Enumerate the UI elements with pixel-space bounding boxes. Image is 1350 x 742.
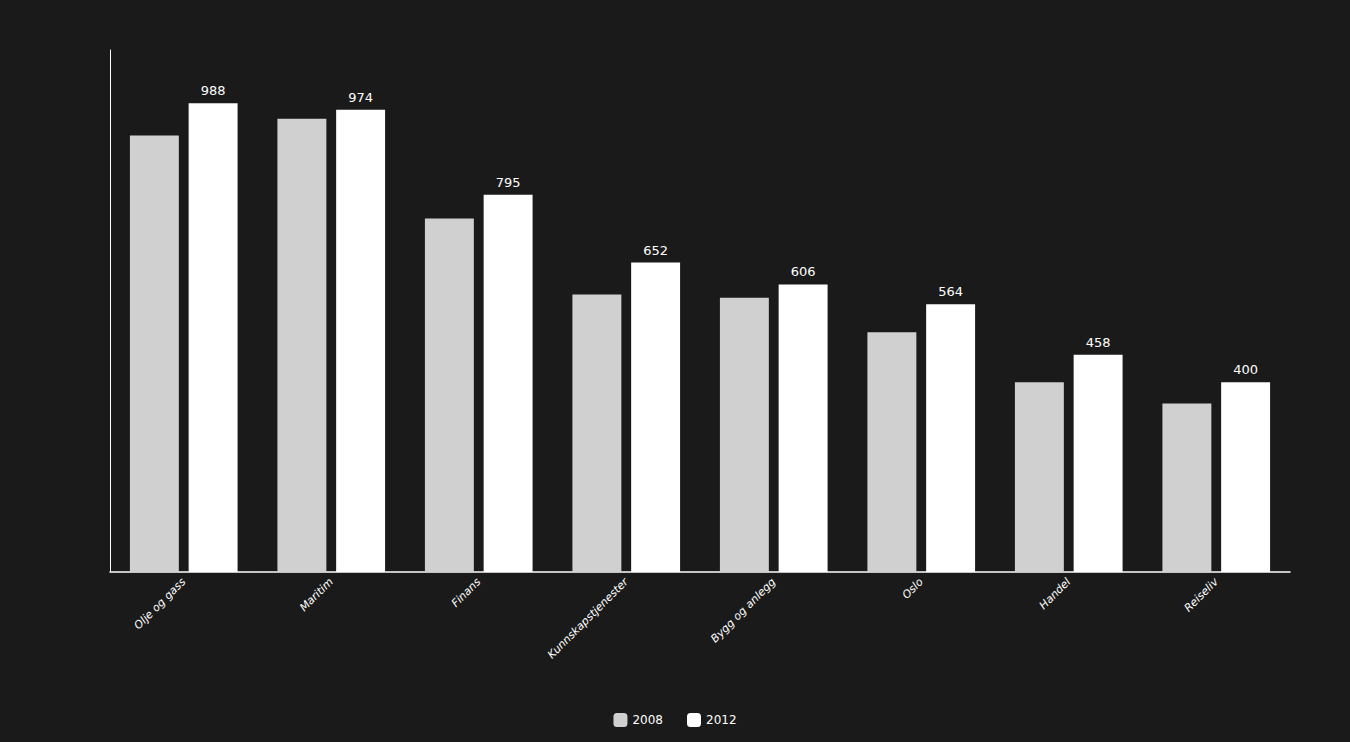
- svg-text:2012: 2012: [706, 713, 737, 727]
- svg-text:400: 400: [1233, 362, 1258, 377]
- svg-text:Bygg og anlegg: Bygg og anlegg: [708, 575, 778, 645]
- svg-text:Maritim: Maritim: [297, 575, 336, 614]
- svg-text:Handel: Handel: [1037, 575, 1074, 612]
- svg-text:974: 974: [348, 90, 373, 105]
- svg-text:Kunnskapstjenester: Kunnskapstjenester: [545, 574, 632, 661]
- svg-text:Reiseliv: Reiseliv: [1182, 575, 1222, 615]
- svg-text:606: 606: [791, 264, 816, 279]
- svg-text:564: 564: [938, 284, 963, 299]
- svg-text:652: 652: [643, 243, 668, 258]
- svg-text:988: 988: [201, 83, 226, 98]
- svg-text:2008: 2008: [632, 713, 663, 727]
- svg-text:458: 458: [1086, 335, 1111, 350]
- svg-text:Finans: Finans: [449, 575, 484, 610]
- svg-text:Oslo: Oslo: [900, 575, 926, 601]
- svg-text:795: 795: [496, 175, 521, 190]
- svg-text:Olje og gass: Olje og gass: [132, 575, 189, 632]
